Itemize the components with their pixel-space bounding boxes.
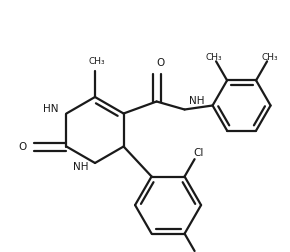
Text: NH: NH — [188, 96, 204, 106]
Text: CH₃: CH₃ — [261, 52, 278, 61]
Text: O: O — [156, 57, 165, 68]
Text: CH₃: CH₃ — [205, 52, 222, 61]
Text: CH₃: CH₃ — [89, 57, 105, 66]
Text: O: O — [18, 142, 26, 151]
Text: HN: HN — [43, 105, 58, 114]
Text: NH: NH — [73, 162, 89, 172]
Text: Cl: Cl — [193, 148, 203, 158]
